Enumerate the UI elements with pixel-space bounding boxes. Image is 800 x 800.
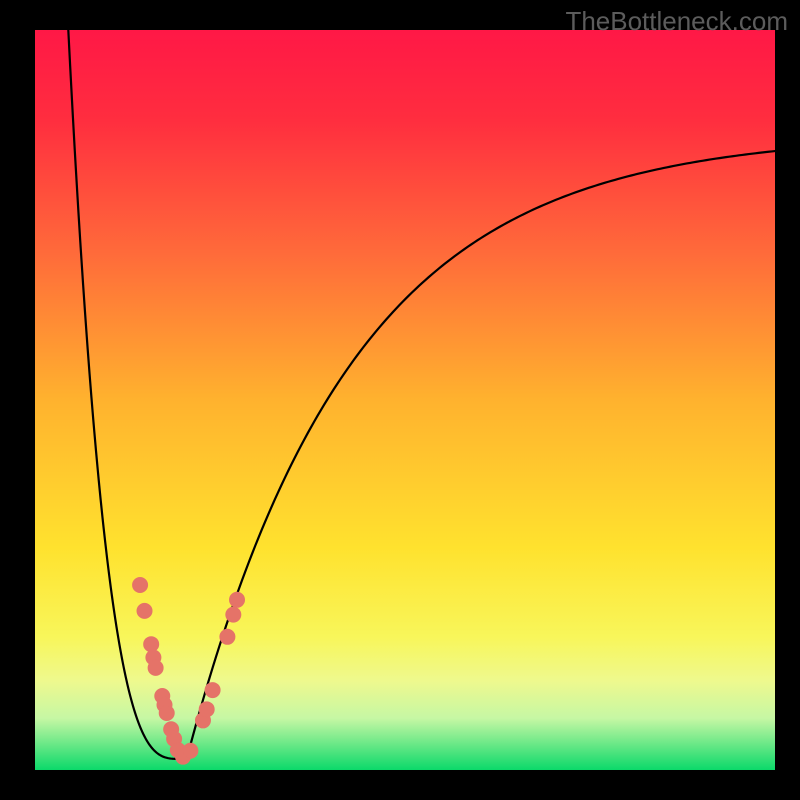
data-marker <box>226 607 241 622</box>
data-marker <box>205 683 220 698</box>
data-marker <box>183 743 198 758</box>
data-marker <box>133 578 148 593</box>
watermark-text: TheBottleneck.com <box>565 6 788 37</box>
bottleneck-curve-chart <box>35 30 775 770</box>
data-marker <box>144 637 159 652</box>
chart-frame: TheBottleneck.com <box>0 0 800 800</box>
data-marker <box>159 706 174 721</box>
data-marker <box>199 702 214 717</box>
data-marker <box>148 660 163 675</box>
data-marker <box>230 592 245 607</box>
data-marker <box>137 603 152 618</box>
data-marker <box>220 629 235 644</box>
